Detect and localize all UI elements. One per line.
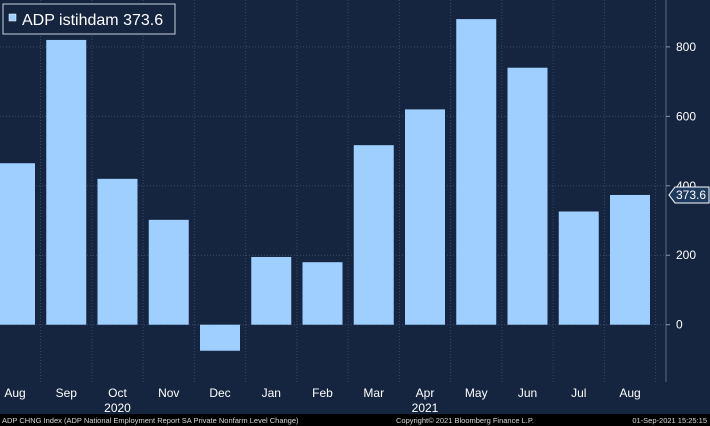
bar	[353, 145, 394, 325]
x-tick-label: Dec	[209, 386, 230, 400]
bar	[405, 109, 445, 325]
footer-timestamp: 01-Sep-2021 15:25:15	[632, 416, 707, 425]
last-value-label: 373.6	[676, 188, 706, 202]
bars	[0, 19, 650, 351]
x-tick-label: Aug	[619, 386, 640, 400]
footer-copyright: Copyright© 2021 Bloomberg Finance L.P.	[396, 416, 534, 425]
x-tick-label: Jul	[571, 386, 586, 400]
x-year-label: 2021	[412, 401, 439, 415]
x-tick-label: Apr	[416, 386, 435, 400]
y-tick-label: 600	[676, 109, 696, 123]
last-value-tag-shape	[668, 186, 710, 204]
bar	[302, 262, 343, 325]
footer-source: ADP CHNG Index (ADP National Employment …	[2, 416, 299, 425]
x-tick-label: Feb	[312, 386, 333, 400]
x-tick-label: Nov	[158, 386, 179, 400]
legend-box	[2, 3, 176, 35]
last-value-tag: 373.6	[668, 186, 710, 204]
bar	[97, 178, 138, 325]
bar	[456, 19, 497, 325]
bar	[507, 67, 548, 325]
bar	[251, 256, 292, 325]
x-tick-label: Jan	[262, 386, 281, 400]
bar	[610, 194, 650, 325]
y-tick-label: 0	[676, 318, 683, 332]
footer-bar	[0, 414, 710, 426]
x-tick-label: May	[465, 386, 488, 400]
bar	[148, 219, 189, 325]
bar	[0, 163, 35, 325]
x-tick-label: Oct	[108, 386, 127, 400]
bar	[558, 211, 599, 325]
bar	[200, 324, 240, 351]
y-tick-label: 800	[676, 40, 696, 54]
x-tick-labels: Aug Sep Oct Nov Dec Jan Feb Mar Apr May Jun Jul Aug 2…	[4, 386, 640, 415]
bar	[46, 39, 87, 325]
x-tick-label: Mar	[363, 386, 384, 400]
y-tick-label: 200	[676, 248, 696, 262]
x-tick-label: Aug	[4, 386, 25, 400]
x-tick-label: Jun	[518, 386, 537, 400]
legend-swatch	[8, 13, 17, 22]
x-year-label: 2020	[104, 401, 131, 415]
legend: ADP istihdam 373.6	[2, 3, 176, 35]
x-tick-label: Sep	[56, 386, 78, 400]
legend-label: ADP istihdam 373.6	[22, 12, 163, 29]
